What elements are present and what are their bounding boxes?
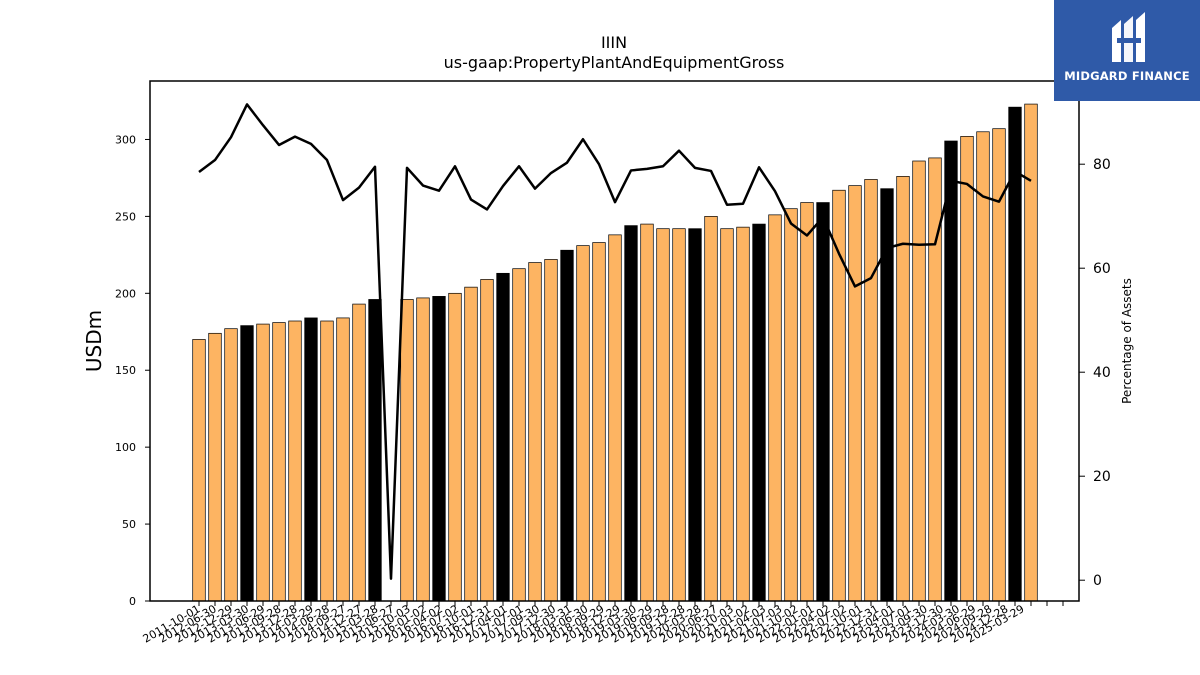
bar	[960, 136, 974, 602]
y-tick-label: 100	[115, 441, 136, 454]
bar	[896, 176, 910, 602]
y2-tick-label: 20	[1093, 469, 1111, 485]
brand-name: MIDGARD FINANCE	[1064, 69, 1190, 83]
y-tick-label: 0	[129, 595, 136, 608]
bar	[640, 223, 654, 602]
bar	[624, 225, 638, 602]
bar	[864, 179, 878, 602]
bar	[528, 262, 542, 602]
bar	[720, 228, 734, 602]
bar	[784, 208, 798, 602]
bar	[256, 323, 270, 602]
bar	[768, 214, 782, 602]
bar	[336, 317, 350, 602]
bar	[912, 160, 926, 602]
y-tick-label: 300	[115, 133, 136, 146]
y2-tick-label: 0	[1093, 573, 1102, 589]
bar	[976, 131, 990, 602]
bar	[736, 226, 750, 602]
y-axis-label: USDm	[82, 310, 106, 372]
line-layer	[198, 103, 1032, 580]
x-axis: 2011-10-012012-06-302012-12-292013-03-30…	[141, 601, 1064, 646]
y2-axis-label: Percentage of Assets	[1120, 278, 1134, 404]
bar	[480, 279, 494, 602]
bar	[944, 140, 958, 602]
bar	[320, 320, 334, 602]
bar	[752, 223, 766, 602]
bars-layer	[192, 103, 1038, 602]
y-axis-right: 0 20 40 60 80	[1079, 157, 1111, 589]
y-axis-left: 0 50 100 150 200 250 300	[115, 133, 150, 608]
y2-tick-label: 40	[1093, 365, 1111, 381]
bar	[816, 202, 830, 602]
bar	[368, 299, 382, 602]
bar	[432, 296, 446, 602]
bar	[288, 320, 302, 602]
bar	[512, 268, 526, 602]
percentage-line	[198, 103, 1032, 580]
bar	[272, 322, 286, 602]
bar	[416, 297, 430, 602]
bar	[704, 216, 718, 602]
bar	[672, 228, 686, 602]
bar	[656, 228, 670, 602]
bar	[464, 286, 478, 602]
bar	[800, 202, 814, 602]
bar	[304, 317, 318, 602]
bar	[608, 234, 622, 602]
midgard-logo-icon	[1112, 12, 1145, 62]
bar	[848, 185, 862, 602]
bar	[544, 259, 558, 602]
chart-subtitle: us-gaap:PropertyPlantAndEquipmentGross	[444, 53, 785, 72]
chart-title: IIIN	[601, 33, 627, 52]
y2-tick-label: 60	[1093, 261, 1111, 277]
bar	[688, 228, 702, 602]
bar	[560, 249, 574, 602]
brand-logo: MIDGARD FINANCE	[1054, 0, 1200, 101]
bar	[224, 328, 238, 602]
bar	[496, 272, 510, 602]
bar	[192, 339, 206, 602]
bar	[400, 299, 414, 602]
bar	[576, 245, 590, 602]
bar	[448, 292, 462, 602]
y-tick-label: 200	[115, 287, 136, 300]
y-tick-label: 150	[115, 364, 136, 377]
y2-tick-label: 80	[1093, 157, 1111, 173]
bar	[592, 242, 606, 602]
bar	[240, 325, 254, 602]
bar	[352, 303, 366, 602]
bar	[208, 332, 222, 602]
y-tick-label: 250	[115, 210, 136, 223]
y-tick-label: 50	[122, 518, 136, 531]
